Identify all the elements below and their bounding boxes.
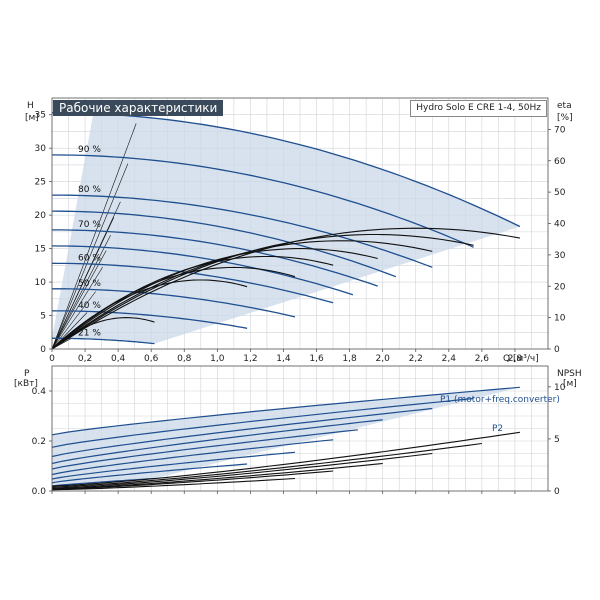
min-flow-line bbox=[51, 217, 115, 350]
power-tick-label: 0.2 bbox=[32, 437, 46, 447]
npsh-tick-label: 10 bbox=[554, 383, 566, 393]
efficiency-curve bbox=[51, 279, 248, 350]
p1-series-label: P1 (motor+freq.converter) bbox=[440, 395, 560, 405]
x-tick-label: 1,6 bbox=[309, 354, 324, 364]
p1-curve bbox=[51, 429, 358, 470]
eta-axis-unit: [%] bbox=[557, 113, 573, 123]
efficiency-curve bbox=[51, 248, 378, 350]
p2-curve bbox=[51, 431, 520, 487]
x-tick-label: 2,6 bbox=[475, 354, 490, 364]
head-axis-label: H bbox=[27, 101, 34, 111]
p1-curve bbox=[51, 407, 433, 458]
p1-curve bbox=[51, 451, 296, 480]
speed-curve bbox=[51, 210, 397, 278]
power-npsh-plot: 0.0 0.2 0.4 0 5 10 bbox=[32, 365, 566, 497]
speed-curve bbox=[52, 288, 296, 318]
p1-curve bbox=[51, 419, 383, 465]
min-flow-line bbox=[51, 235, 111, 350]
npsh-axis-label: NPSH bbox=[557, 369, 582, 379]
speed-curve bbox=[51, 310, 248, 329]
p2-curve bbox=[51, 462, 383, 490]
eta-tick-label: 20 bbox=[554, 282, 566, 292]
eta-tick-label: 10 bbox=[554, 314, 566, 324]
x-tick-label: 2,2 bbox=[409, 354, 423, 364]
power-plot-frame bbox=[51, 365, 549, 492]
y-tick-label: 0 bbox=[40, 345, 46, 355]
y-tick-label: 25 bbox=[35, 178, 46, 188]
y-tick-label: 15 bbox=[35, 245, 46, 255]
y-tick-label: 20 bbox=[35, 211, 47, 221]
chart-title: Рабочие характеристики bbox=[53, 100, 224, 116]
p2-curve bbox=[51, 452, 433, 489]
eta-tick-label: 0 bbox=[554, 345, 560, 355]
y-tick-label: 30 bbox=[35, 144, 47, 154]
speed-curve bbox=[51, 154, 474, 248]
speed-curve-label: 21 % bbox=[78, 328, 101, 338]
speed-curve-label: 50 % bbox=[78, 279, 101, 289]
x-tick-label: 1,4 bbox=[276, 354, 291, 364]
npsh-tick-label: 5 bbox=[554, 435, 560, 445]
head-axis-unit: [м] bbox=[25, 113, 39, 123]
efficiency-curve bbox=[51, 255, 334, 350]
min-flow-line bbox=[51, 250, 107, 350]
operating-area bbox=[52, 113, 520, 344]
min-flow-line bbox=[51, 291, 96, 350]
y-tick-label: 35 bbox=[35, 111, 46, 121]
p1-curve bbox=[51, 463, 248, 484]
power-tick-label: 0.4 bbox=[32, 387, 47, 397]
x-tick-label: 0,4 bbox=[111, 354, 126, 364]
speed-curve-label: 70 % bbox=[78, 220, 101, 230]
npsh-tick-label: 0 bbox=[554, 487, 560, 497]
speed-curve-label: 40 % bbox=[78, 301, 101, 311]
x-tick-label: 2,4 bbox=[442, 354, 457, 364]
product-name-label: Hydro Solo E CRE 1-4, 50Hz bbox=[410, 100, 547, 117]
eta-tick-label: 30 bbox=[554, 251, 566, 261]
p2-curve bbox=[51, 470, 334, 490]
y-tick-label: 10 bbox=[35, 278, 47, 288]
eta-tick-label: 50 bbox=[554, 188, 566, 198]
p2-curve bbox=[51, 477, 296, 491]
speed-curve-label: 80 % bbox=[78, 185, 101, 195]
speed-curve-label: 90 % bbox=[78, 145, 101, 155]
eta-tick-label: 40 bbox=[554, 220, 566, 230]
min-flow-line bbox=[51, 312, 88, 350]
p2-curve bbox=[51, 442, 482, 488]
min-flow-line bbox=[51, 163, 129, 350]
flow-axis-label: Q [м³/ч] bbox=[503, 354, 539, 364]
efficiency-curve bbox=[51, 240, 433, 350]
speed-curve bbox=[52, 229, 378, 287]
efficiency-curve bbox=[51, 233, 474, 350]
power-tick-label: 0.0 bbox=[32, 487, 47, 497]
speed-curve bbox=[51, 245, 354, 296]
x-tick-label: 0,6 bbox=[144, 354, 159, 364]
p1-curve bbox=[51, 397, 474, 448]
x-tick-label: 1,8 bbox=[342, 354, 357, 364]
head-flow-plot: 100 %90 %80 %70 %60 %50 %40 %21 %00,20,4… bbox=[35, 97, 566, 364]
p1-curve bbox=[51, 439, 334, 476]
power-axis-label: P bbox=[24, 369, 30, 379]
speed-curve-label: 60 % bbox=[78, 253, 101, 263]
x-tick-label: 2,8 bbox=[508, 354, 523, 364]
p1-curve bbox=[51, 386, 520, 436]
x-tick-label: 1,2 bbox=[243, 354, 257, 364]
x-tick-label: 0 bbox=[49, 354, 55, 364]
eta-tick-label: 70 bbox=[554, 125, 566, 135]
eta-axis-label: eta bbox=[557, 101, 572, 111]
x-tick-label: 0,8 bbox=[177, 354, 192, 364]
eta-tick-label: 60 bbox=[554, 157, 566, 167]
x-tick-label: 0,2 bbox=[78, 354, 92, 364]
x-tick-label: 2,0 bbox=[376, 354, 391, 364]
x-tick-label: 1,0 bbox=[210, 354, 225, 364]
speed-curve bbox=[52, 194, 433, 268]
axis-labels: H [м] eta [%] Q [м³/ч] P [кВт] NPSH [м] … bbox=[14, 101, 582, 434]
min-flow-line bbox=[51, 266, 103, 350]
efficiency-curve bbox=[51, 317, 155, 350]
npsh-axis-unit: [м] bbox=[563, 379, 577, 389]
power-axis-unit: [кВт] bbox=[14, 379, 38, 389]
p2-series-label: P2 bbox=[492, 424, 503, 434]
y-tick-label: 5 bbox=[40, 312, 46, 322]
